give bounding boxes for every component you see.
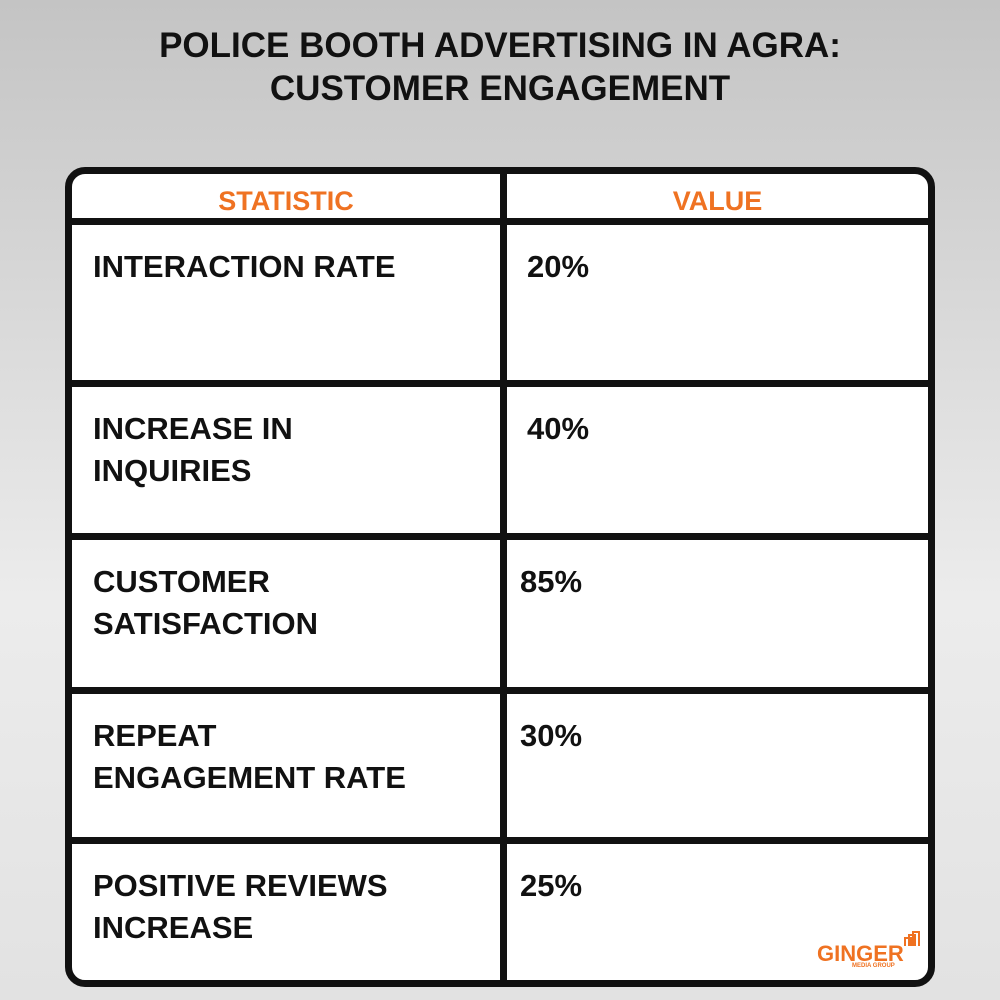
row-label: POSITIVE REVIEWS INCREASE (93, 865, 493, 949)
label-line: INTERACTION RATE (93, 249, 396, 284)
row-divider (72, 380, 928, 387)
row-label: INCREASE IN INQUIRIES (93, 408, 493, 492)
logo-icon (904, 931, 920, 946)
row-divider (72, 533, 928, 540)
row-divider (72, 837, 928, 844)
row-value: 40% (527, 411, 590, 446)
row-label: REPEAT ENGAGEMENT RATE (93, 715, 493, 799)
label-line: POSITIVE REVIEWS (93, 868, 388, 903)
label-line: INQUIRIES (93, 453, 252, 488)
logo-tagline: MEDIA GROUP (852, 963, 895, 969)
title: POLICE BOOTH ADVERTISING IN AGRA: CUSTOM… (0, 24, 1000, 110)
label-line: INCREASE IN (93, 411, 293, 446)
row-label: INTERACTION RATE (93, 246, 493, 288)
column-header: VALUE (672, 186, 763, 216)
row-value: 20% (527, 249, 590, 284)
title-line: POLICE BOOTH ADVERTISING IN AGRA: (159, 26, 841, 65)
column-header: STATISTIC (218, 186, 354, 216)
row-value: 85% (520, 564, 583, 599)
label-line: SATISFACTION (93, 606, 319, 641)
column-divider (500, 174, 507, 980)
label-line: REPEAT (93, 718, 217, 753)
row-label: CUSTOMER SATISFACTION (93, 561, 493, 645)
label-line: INCREASE (93, 910, 254, 945)
label-line: CUSTOMER (93, 564, 270, 599)
row-value: 30% (520, 718, 583, 753)
table: STATISTIC VALUE INTERACTION RATE 20% INCRE… (65, 167, 935, 987)
row-divider (72, 687, 928, 694)
row-value: 25% (520, 868, 583, 903)
label-line: ENGAGEMENT RATE (93, 760, 406, 795)
title-line: CUSTOMER ENGAGEMENT (269, 69, 731, 108)
logo-name: GINGER (817, 941, 904, 966)
row-divider (72, 218, 928, 225)
